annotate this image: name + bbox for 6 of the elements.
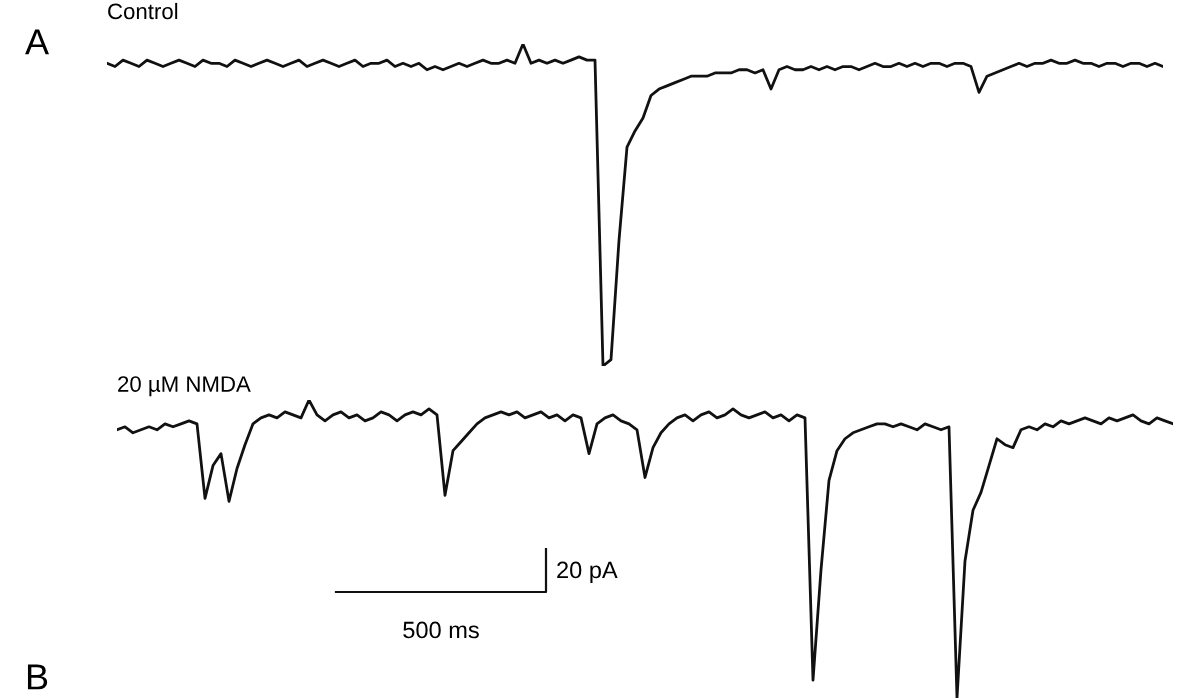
- text: A: [25, 29, 50, 55]
- text: B: [27, 664, 48, 690]
- chart-title: 20 µM NMDA: [118, 376, 251, 397]
- chart-title: Control: [108, 2, 178, 20]
- annotation: 20 pA: [557, 561, 618, 583]
- annotation: 500 ms: [403, 621, 479, 639]
